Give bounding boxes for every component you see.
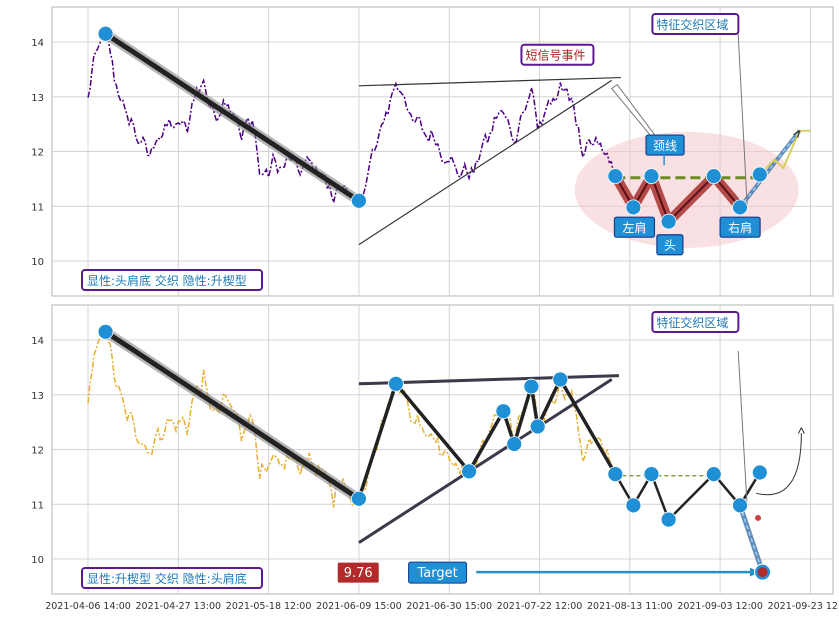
target-value-label: 9.76 xyxy=(344,566,373,581)
feature-zone-box xyxy=(651,311,740,333)
feature-zone-label: 特征交织区域 xyxy=(656,315,728,330)
pattern-node xyxy=(705,168,722,185)
feature-zone-box xyxy=(651,13,740,35)
projection-line xyxy=(759,129,811,176)
pattern-node xyxy=(625,199,642,216)
x-tick-label: 2021-09-23 12:00 xyxy=(768,601,839,612)
pattern-node xyxy=(705,466,722,483)
x-tick-label: 2021-09-03 12:00 xyxy=(677,601,763,612)
x-tick-label: 2021-06-30 15:00 xyxy=(406,601,492,612)
y-tick-label: 14 xyxy=(31,38,44,49)
x-tick-label: 2021-07-22 12:00 xyxy=(497,601,583,612)
wedge-lower-line xyxy=(358,79,613,246)
pattern-node xyxy=(350,490,367,507)
pattern-node xyxy=(506,436,523,452)
target-line xyxy=(739,505,764,573)
pattern-node xyxy=(97,25,114,42)
x-tick-label: 2021-05-18 12:00 xyxy=(226,601,312,612)
x-tick-label: 2021-04-06 14:00 xyxy=(45,601,131,612)
right_shoulder-label-box xyxy=(719,216,761,238)
target-box xyxy=(408,561,468,584)
pattern-node xyxy=(552,371,569,388)
pattern-node xyxy=(643,466,660,483)
projection-arrowhead xyxy=(793,130,801,138)
pattern-node xyxy=(660,511,677,528)
head-label-box xyxy=(656,234,684,256)
annotation-box-text: 显性:升楔型 交织 隐性:头肩底 xyxy=(87,571,247,586)
annotation-box xyxy=(81,269,263,291)
pattern-node xyxy=(350,192,367,209)
pattern-node xyxy=(660,213,677,230)
curved-arrowhead xyxy=(797,427,805,434)
annotation-box xyxy=(81,567,263,589)
target-label: Target xyxy=(416,566,457,581)
neckline-label: 颈线 xyxy=(653,139,677,153)
y-tick-label: 12 xyxy=(31,446,44,457)
zone-pointer-line xyxy=(737,350,748,508)
x-tick-label: 2021-06-09 15:00 xyxy=(316,601,402,612)
left_shoulder-label: 左肩 xyxy=(622,220,646,235)
x-tick-label: 2021-04-27 13:00 xyxy=(135,601,221,612)
pattern-node xyxy=(751,464,768,481)
pattern-node xyxy=(732,199,748,216)
pattern-node xyxy=(461,463,477,480)
small-red-marker xyxy=(755,514,762,521)
pattern-node xyxy=(625,497,642,514)
pattern-node xyxy=(97,323,114,340)
y-tick-label: 10 xyxy=(31,257,44,268)
pattern-node xyxy=(523,378,540,395)
trend-segment xyxy=(103,31,362,204)
panel-top: 10 11 12 13 14 显性:头肩底 交织 隐性:升楔型 特征交织区域短信号事件颈线左… xyxy=(31,6,834,297)
target-value-box xyxy=(336,561,380,584)
wedge-lower-line xyxy=(358,378,613,544)
trend-segment xyxy=(103,329,362,502)
y-tick-label: 13 xyxy=(31,391,44,402)
y-tick-label: 11 xyxy=(31,202,44,213)
neckline-label-box xyxy=(645,134,685,156)
pattern-node xyxy=(643,168,660,185)
target-node-core xyxy=(757,567,768,578)
right_shoulder-label: 右肩 xyxy=(728,220,752,235)
y-tick-label: 12 xyxy=(31,148,44,159)
annotation-box-text: 显性:头肩底 交织 隐性:升楔型 xyxy=(87,273,247,288)
pattern-node xyxy=(607,466,624,483)
feature-zone-label: 特征交织区域 xyxy=(656,17,728,32)
pattern-node xyxy=(495,403,512,420)
wedge-upper-line xyxy=(358,76,621,87)
left_shoulder-label-box xyxy=(613,216,656,238)
y-tick-label: 10 xyxy=(31,555,44,566)
curved-arrow xyxy=(756,433,802,496)
pattern-node xyxy=(529,418,546,435)
breakout-line xyxy=(739,130,801,208)
short-signal-label: 短信号事件 xyxy=(525,49,585,63)
feature-ellipse xyxy=(574,131,799,248)
pattern-node xyxy=(732,497,748,514)
x-tick-label: 2021-08-13 11:00 xyxy=(587,601,673,612)
pattern-node xyxy=(607,168,624,185)
pattern-node xyxy=(388,375,404,392)
y-tick-label: 13 xyxy=(31,93,44,104)
head-label: 头 xyxy=(664,239,676,253)
y-tick-label: 11 xyxy=(31,500,44,511)
zone-pointer-line xyxy=(737,33,748,207)
panel-bottom: 10 11 12 13 14 显性:升楔型 交织 隐性:头肩底 特征交织区域 9.76 Targ… xyxy=(31,304,834,595)
pattern-node xyxy=(751,166,768,183)
y-tick-label: 14 xyxy=(31,336,44,347)
short-signal-box xyxy=(520,43,595,66)
